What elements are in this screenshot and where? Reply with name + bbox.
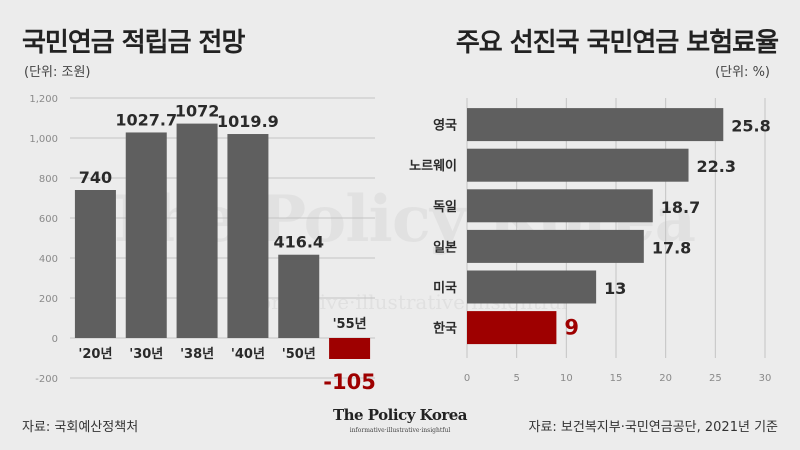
y-tick-label: 600 [39, 214, 58, 225]
value-label: 25.8 [731, 117, 770, 136]
value-label: 18.7 [661, 198, 700, 217]
category-label: 독일 [433, 200, 457, 215]
value-label: 17.8 [652, 238, 691, 257]
bar [467, 311, 557, 345]
value-label: 1072 [175, 102, 220, 121]
value-label: 1019.9 [217, 112, 279, 131]
value-label: 740 [79, 168, 112, 187]
x-tick-label: 30 [759, 373, 772, 384]
bar [227, 134, 269, 338]
value-label: 9 [564, 316, 579, 340]
category-label: 미국 [433, 280, 457, 296]
category-label: '30년 [129, 347, 163, 362]
bar [467, 108, 724, 142]
x-tick-label: 15 [610, 373, 623, 384]
category-label: 일본 [433, 240, 457, 255]
value-label: 22.3 [697, 157, 736, 176]
category-label: '38년 [180, 347, 214, 362]
source-left: 자료: 국회예산정책처 [22, 420, 139, 435]
y-tick-label: 0 [52, 334, 58, 345]
y-tick-label: 1,000 [29, 134, 58, 145]
value-label: 416.4 [273, 233, 324, 252]
fund-projection-chart: -200 0 200 400 600 800 1,000 1,200 740 '20년 1027.7… [29, 94, 376, 394]
category-label: 영국 [433, 119, 457, 134]
bar [467, 148, 689, 182]
value-label: 1027.7 [115, 110, 177, 129]
category-label: '50년 [282, 347, 316, 362]
category-label: '20년 [78, 347, 112, 362]
source-right: 자료: 보건복지부·국민연금공단, 2021년 기준 [528, 420, 779, 435]
contribution-rate-chart: 0 5 10 15 20 25 30 영국 25.8 노르웨이 22.3 독일 18.7 일본 17.8 미국… [409, 98, 771, 384]
y-tick-label: 1,200 [29, 94, 58, 105]
x-tick-label: 5 [513, 373, 519, 384]
bar [278, 254, 320, 338]
y-tick-label: 400 [39, 254, 58, 265]
bar [74, 190, 116, 338]
x-tick-label: 0 [464, 373, 470, 384]
category-label: 노르웨이 [409, 158, 457, 174]
logo: The Policy Korea [332, 406, 468, 424]
x-tick-label: 25 [709, 373, 722, 384]
category-label: 한국 [433, 321, 457, 337]
x-tick-label: 20 [659, 373, 672, 384]
value-label: -105 [323, 370, 376, 394]
y-tick-label: 800 [39, 174, 58, 185]
bar [125, 132, 167, 338]
left-chart-unit: (단위: 조원) [24, 65, 91, 80]
bar [329, 338, 371, 359]
bar [467, 229, 644, 263]
bar [176, 123, 218, 338]
value-label: 13 [604, 279, 626, 298]
category-label: '55년 [333, 317, 367, 332]
bar [467, 270, 597, 304]
right-chart-unit: (단위: %) [715, 65, 770, 80]
left-chart-title: 국민연금 적립금 전망 [22, 28, 245, 58]
logo-tagline: informative·illustrative·insightful [349, 427, 451, 434]
x-tick-label: 10 [560, 373, 573, 384]
y-tick-label: 200 [39, 294, 58, 305]
bar [467, 189, 653, 223]
y-tick-label: -200 [35, 374, 58, 385]
category-label: '40년 [231, 347, 265, 362]
right-chart-title: 주요 선진국 국민연금 보험료율 [455, 28, 779, 58]
